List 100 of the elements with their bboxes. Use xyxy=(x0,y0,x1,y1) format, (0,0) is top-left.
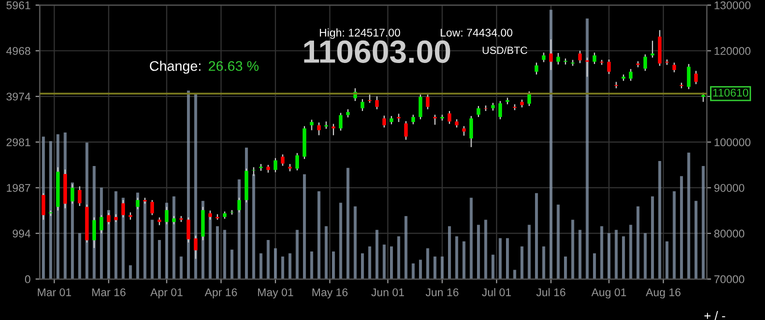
bar xyxy=(477,224,480,280)
bar xyxy=(296,230,299,280)
y-tick-label: 2981 xyxy=(6,138,30,146)
candlestick xyxy=(70,184,74,204)
bar xyxy=(114,191,118,280)
bar xyxy=(252,174,256,280)
bar xyxy=(346,168,350,280)
bar xyxy=(419,260,422,280)
bar xyxy=(288,253,292,280)
y2-tick-label: 90000 xyxy=(714,184,744,192)
candlestick xyxy=(600,59,604,66)
candlestick xyxy=(418,94,422,120)
bar xyxy=(360,253,364,280)
candlestick xyxy=(100,214,104,234)
y2-tick-label: 120000 xyxy=(714,47,750,55)
ref-line-label: 110610 xyxy=(713,88,748,97)
candlestick xyxy=(338,112,343,132)
candlestick xyxy=(534,62,538,76)
x-tick-label: Jun 16 xyxy=(426,288,458,296)
bar xyxy=(564,256,567,280)
candlestick xyxy=(643,54,648,72)
x-tick-label: Aug 01 xyxy=(591,288,626,298)
candlestick xyxy=(556,52,560,66)
x-tick-label: Mar 01 xyxy=(38,288,72,296)
bar xyxy=(339,202,342,280)
candlestick xyxy=(542,52,546,63)
annotation: Low: 74434.00 xyxy=(440,28,512,37)
candlestick xyxy=(332,123,336,136)
bar xyxy=(158,240,161,280)
bar xyxy=(172,196,176,280)
bar xyxy=(382,244,386,280)
candlestick xyxy=(694,70,698,85)
candlestick xyxy=(150,200,154,216)
x-tick-label: Apr 01 xyxy=(150,288,182,298)
bar xyxy=(230,250,234,280)
candlestick xyxy=(469,116,474,148)
bar xyxy=(194,94,198,280)
annotation: Change: xyxy=(150,60,200,74)
bar xyxy=(354,206,357,280)
candlestick xyxy=(549,38,553,71)
candlestick xyxy=(614,81,618,89)
candlestick xyxy=(360,98,364,112)
bar xyxy=(593,253,596,280)
candlestick xyxy=(476,105,480,118)
bar xyxy=(390,246,393,280)
bar xyxy=(462,241,466,280)
text: + / - xyxy=(704,310,726,320)
bar xyxy=(397,236,400,280)
candlestick xyxy=(136,197,140,210)
bar xyxy=(324,226,328,280)
x-tick-label: Mar 16 xyxy=(92,288,126,296)
bar xyxy=(651,196,654,280)
bar xyxy=(317,191,320,280)
candlestick xyxy=(317,122,321,136)
bar xyxy=(266,240,270,280)
bar xyxy=(448,226,451,280)
candlestick xyxy=(578,50,582,64)
y-tick-label: 0 xyxy=(25,275,30,284)
candlestick xyxy=(672,62,676,73)
x-tick-label: May 01 xyxy=(258,288,294,298)
bar xyxy=(259,253,262,280)
candlestick xyxy=(448,110,452,124)
y-tick-label: 994 xyxy=(12,230,30,238)
bar xyxy=(78,233,82,280)
bar xyxy=(666,241,668,280)
candlestick xyxy=(628,68,633,82)
bar xyxy=(150,220,154,280)
candlestick xyxy=(368,94,372,104)
bar xyxy=(506,238,509,280)
bar xyxy=(622,236,625,280)
bar xyxy=(143,201,146,280)
bar xyxy=(680,176,683,280)
candlestick xyxy=(121,200,125,218)
candlestick xyxy=(164,206,168,225)
candlestick xyxy=(607,58,611,75)
candlestick xyxy=(194,235,198,260)
x-tick-label: Jul 01 xyxy=(482,288,511,296)
annotation: 26.63 % xyxy=(208,61,259,71)
candlestick xyxy=(186,216,190,244)
bar xyxy=(216,226,219,280)
x-tick-label: Jun 01 xyxy=(371,288,404,296)
bar xyxy=(302,174,306,280)
annotation: High: 124517.00 xyxy=(320,28,400,39)
x-tick-label: Jul 16 xyxy=(536,288,566,296)
bar xyxy=(578,230,582,280)
annotation: USD/BTC xyxy=(482,46,528,54)
candlestick xyxy=(498,100,502,120)
candlestick xyxy=(484,105,488,112)
candlestick xyxy=(440,114,444,122)
bar xyxy=(608,233,610,280)
y2-tick-label: 130000 xyxy=(714,1,750,10)
bar xyxy=(332,251,335,280)
candlestick xyxy=(310,119,314,131)
candlestick xyxy=(295,152,299,171)
x-tick-label: Aug 16 xyxy=(646,288,680,298)
bar xyxy=(310,251,314,280)
bar xyxy=(375,230,378,280)
bar xyxy=(520,246,524,280)
candlestick xyxy=(274,158,278,173)
candlestick xyxy=(92,216,96,249)
